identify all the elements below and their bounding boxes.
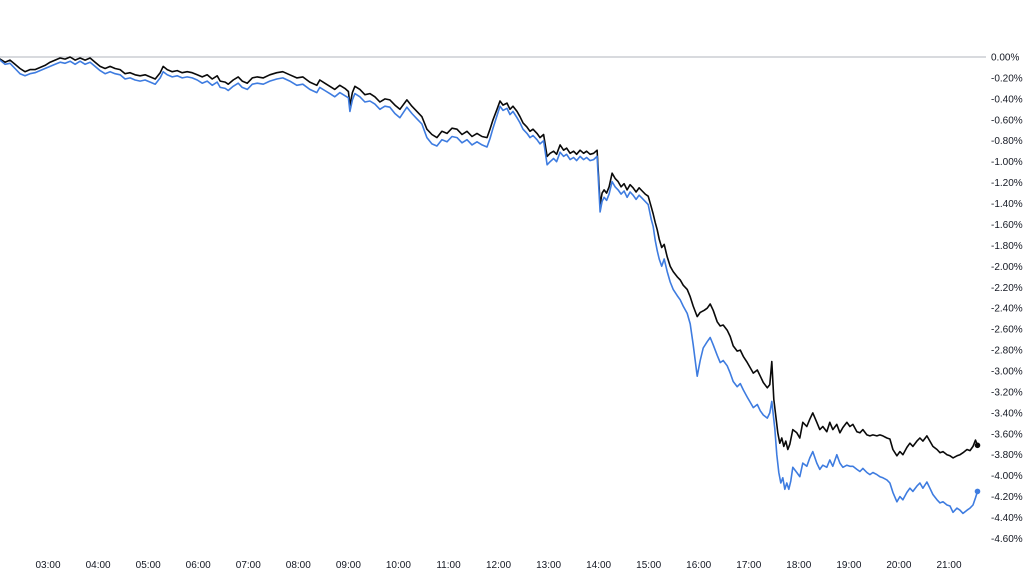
price-axis-label: -0.20%: [991, 73, 1023, 84]
price-axis-label: -3.80%: [991, 450, 1023, 461]
time-axis-label: 10:00: [386, 560, 411, 571]
chart-pane[interactable]: [0, 0, 986, 550]
price-axis-label: -0.80%: [991, 136, 1023, 147]
time-axis-label: 03:00: [35, 560, 60, 571]
time-axis-label: 12:00: [486, 560, 511, 571]
price-axis-label: -1.80%: [991, 241, 1023, 252]
time-scale[interactable]: 03:00 04:00 05:00 06:00 07:00 08:00 09:00 10:00…: [35, 560, 961, 571]
price-axis-label: -4.60%: [991, 534, 1023, 545]
time-axis-label: 04:00: [86, 560, 111, 571]
time-axis-label: 15:00: [636, 560, 661, 571]
series-1-line[interactable]: [0, 56, 979, 459]
time-axis-label: 11:00: [436, 560, 461, 571]
price-axis-label: -2.00%: [991, 262, 1023, 273]
price-axis-label: -0.40%: [991, 94, 1023, 105]
time-axis-label: 13:00: [536, 560, 561, 571]
time-axis-label: 18:00: [786, 560, 811, 571]
time-axis-label: 17:00: [736, 560, 761, 571]
price-axis-label: -2.20%: [991, 283, 1023, 294]
price-axis-label: -1.20%: [991, 178, 1023, 189]
time-axis-label: 08:00: [286, 560, 311, 571]
price-axis-label: -4.40%: [991, 513, 1023, 524]
price-axis-label: -1.60%: [991, 220, 1023, 231]
price-axis-label: -3.00%: [991, 367, 1023, 378]
time-axis-label: 14:00: [586, 560, 611, 571]
time-axis-label: 16:00: [686, 560, 711, 571]
series-1-end-dot: [974, 442, 981, 449]
price-scale[interactable]: 0.00% -0.20% -0.40% -0.60% -0.80% -1.00% -1.20…: [991, 53, 1023, 546]
price-axis-label: -4.00%: [991, 471, 1023, 482]
price-axis-label: -0.60%: [991, 115, 1023, 126]
time-axis-label: 07:00: [236, 560, 261, 571]
price-axis-label: -2.80%: [991, 346, 1023, 357]
price-axis-label: -3.20%: [991, 387, 1023, 398]
time-axis-label: 21:00: [936, 560, 961, 571]
time-axis-label: 19:00: [836, 560, 861, 571]
price-axis-label: -4.20%: [991, 492, 1023, 503]
time-axis-label: 05:00: [136, 560, 161, 571]
time-axis-label: 09:00: [336, 560, 361, 571]
price-axis-label: -3.40%: [991, 408, 1023, 419]
price-axis-label: -2.60%: [991, 325, 1023, 336]
price-axis-label: -3.60%: [991, 429, 1023, 440]
price-axis-label: 0.00%: [991, 53, 1019, 64]
time-axis-label: 20:00: [886, 560, 911, 571]
series-2-line[interactable]: [0, 59, 979, 515]
price-axis-label: -2.40%: [991, 304, 1023, 315]
time-axis-label: 06:00: [186, 560, 211, 571]
price-axis-label: -1.40%: [991, 199, 1023, 210]
price-axis-label: -1.00%: [991, 157, 1023, 168]
series-2-end-dot: [974, 488, 981, 495]
